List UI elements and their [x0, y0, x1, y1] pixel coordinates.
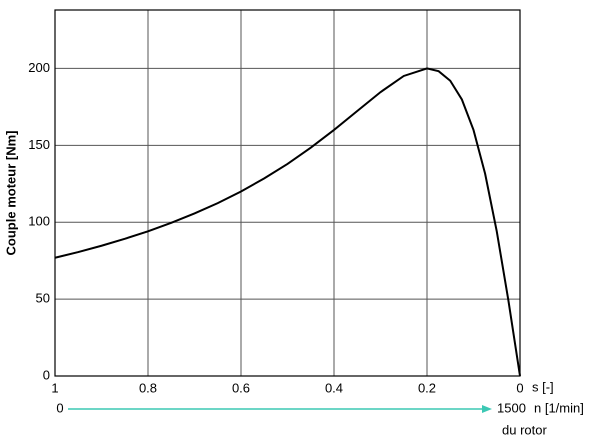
y-tick-label: 50 — [36, 291, 50, 306]
x-tick-label: 0.8 — [139, 380, 157, 395]
x-tick-label: 0.6 — [232, 380, 250, 395]
plot-frame — [54, 9, 521, 377]
y-tick-label: 0 — [43, 367, 50, 382]
speed-start: 0 — [56, 400, 63, 415]
y-tick-label: 200 — [28, 60, 50, 75]
y-tick-label: 100 — [28, 214, 50, 229]
speed-unit: n [1/min] — [534, 400, 584, 415]
speed-end: 1500 — [497, 400, 526, 415]
speed-sublabel: du rotor — [502, 422, 547, 437]
speed-arrow-head — [482, 405, 492, 413]
x-tick-label: 1 — [51, 380, 58, 395]
y-axis-label: Couple moteur [Nm] — [3, 131, 18, 256]
x-tick-label: 0.4 — [325, 380, 343, 395]
x-tick-label: 0.2 — [418, 380, 436, 395]
x-axis-label: s [-] — [532, 379, 554, 394]
x-tick-label: 0 — [516, 380, 523, 395]
torque-curve — [54, 67, 521, 377]
y-tick-label: 150 — [28, 137, 50, 152]
